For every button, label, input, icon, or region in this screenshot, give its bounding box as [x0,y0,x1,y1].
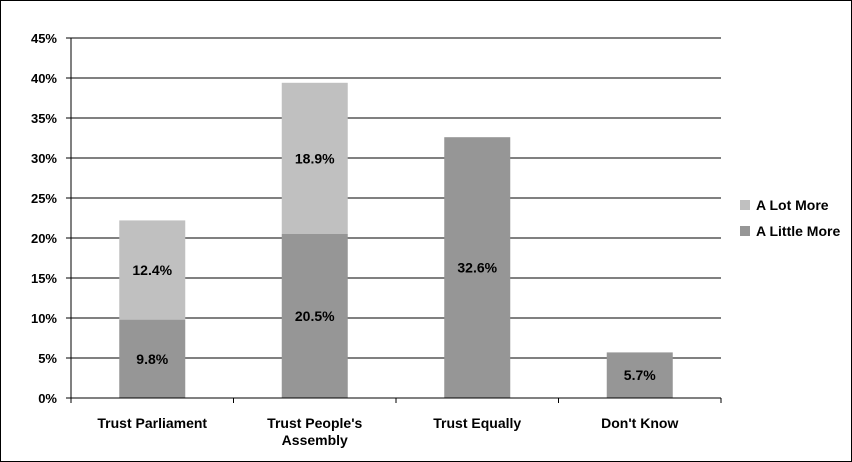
y-tick-label: 30% [31,151,57,166]
y-tick-label: 35% [31,111,57,126]
x-category-label-line: Trust Equally [433,415,521,431]
data-label: 9.8% [136,351,168,367]
y-tick-label: 0% [38,391,57,406]
bar [119,220,186,320]
data-label: 32.6% [457,260,497,276]
data-labels: 9.8% 20.5% 32.6% 5.7% 12.4% 18.9% [132,150,656,383]
y-axis-tick-labels: 0% 5% 10% 15% 20% 25% 30% 35% 40% 45% [31,31,57,406]
legend-swatch [740,200,750,210]
data-label: 18.9% [295,150,335,166]
data-label: 12.4% [132,262,172,278]
legend-label: A Little More [756,223,840,239]
x-category-label: Trust Parliament [97,415,207,431]
x-category-label-line: Trust People's [267,415,362,431]
x-category-label: Trust Equally [433,415,521,431]
data-label: 5.7% [624,367,656,383]
data-label: 20.5% [295,308,335,324]
y-tick-label: 15% [31,271,57,286]
bar [606,352,673,398]
axes [66,37,722,403]
legend: A Lot More A Little More [740,197,840,239]
y-tick-label: 5% [38,351,57,366]
y-tick-label: 40% [31,71,57,86]
x-category-label: Don't Know [601,415,678,431]
y-tick-label: 25% [31,191,57,206]
legend-label: A Lot More [756,197,829,213]
bar [281,234,348,398]
x-category-label-line: Assembly [282,432,348,448]
y-tick-label: 45% [31,31,57,46]
bars [119,82,673,398]
x-category-label-line: Trust Parliament [97,415,207,431]
x-category-label-line: Don't Know [601,415,678,431]
bar [444,137,511,398]
legend-swatch [740,226,750,236]
y-tick-label: 10% [31,311,57,326]
y-tick-label: 20% [31,231,57,246]
x-category-label: Trust People's Assembly [267,415,362,448]
bar [281,82,348,234]
bar [119,319,186,398]
x-axis-category-labels: Trust Parliament Trust People's AssemblyTr… [97,415,678,448]
